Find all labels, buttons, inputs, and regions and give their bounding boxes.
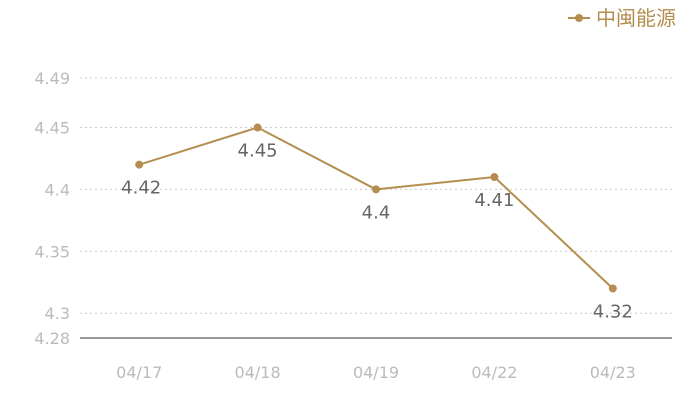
legend[interactable]: 中闽能源	[568, 6, 676, 30]
x-axis-tick-label: 04/18	[235, 363, 281, 382]
data-label: 4.41	[474, 190, 514, 211]
series-layer	[135, 123, 617, 293]
x-axis-tick-label: 04/22	[471, 363, 517, 382]
data-point[interactable]	[135, 160, 144, 169]
y-axis-tick-label: 4.35	[34, 242, 70, 261]
y-axis-tick-label: 4.4	[45, 180, 70, 199]
data-label: 4.32	[593, 301, 633, 322]
data-label: 4.42	[121, 178, 161, 199]
legend-label: 中闽能源	[596, 6, 676, 30]
y-axis-tick-label: 4.49	[34, 69, 70, 88]
labels-layer: 4.28 4.3 4.35 4.4 4.45 4.49 04/17 04/18 04/19 04/…	[34, 69, 635, 382]
data-point[interactable]	[253, 123, 262, 132]
legend-marker-icon	[568, 12, 590, 24]
y-axis-tick-label: 4.3	[45, 304, 70, 323]
y-axis-tick-label: 4.45	[34, 119, 70, 138]
y-axis-tick-label: 4.28	[34, 329, 70, 348]
data-point[interactable]	[490, 173, 499, 182]
data-point[interactable]	[372, 185, 380, 194]
x-axis-tick-label: 04/19	[353, 363, 399, 382]
data-label: 4.45	[238, 141, 278, 162]
data-point[interactable]	[608, 284, 617, 293]
data-label: 4.4	[362, 202, 391, 223]
x-axis-tick-label: 04/17	[116, 363, 162, 382]
grid-layer	[80, 77, 672, 314]
x-axis-tick-label: 04/23	[590, 363, 636, 382]
